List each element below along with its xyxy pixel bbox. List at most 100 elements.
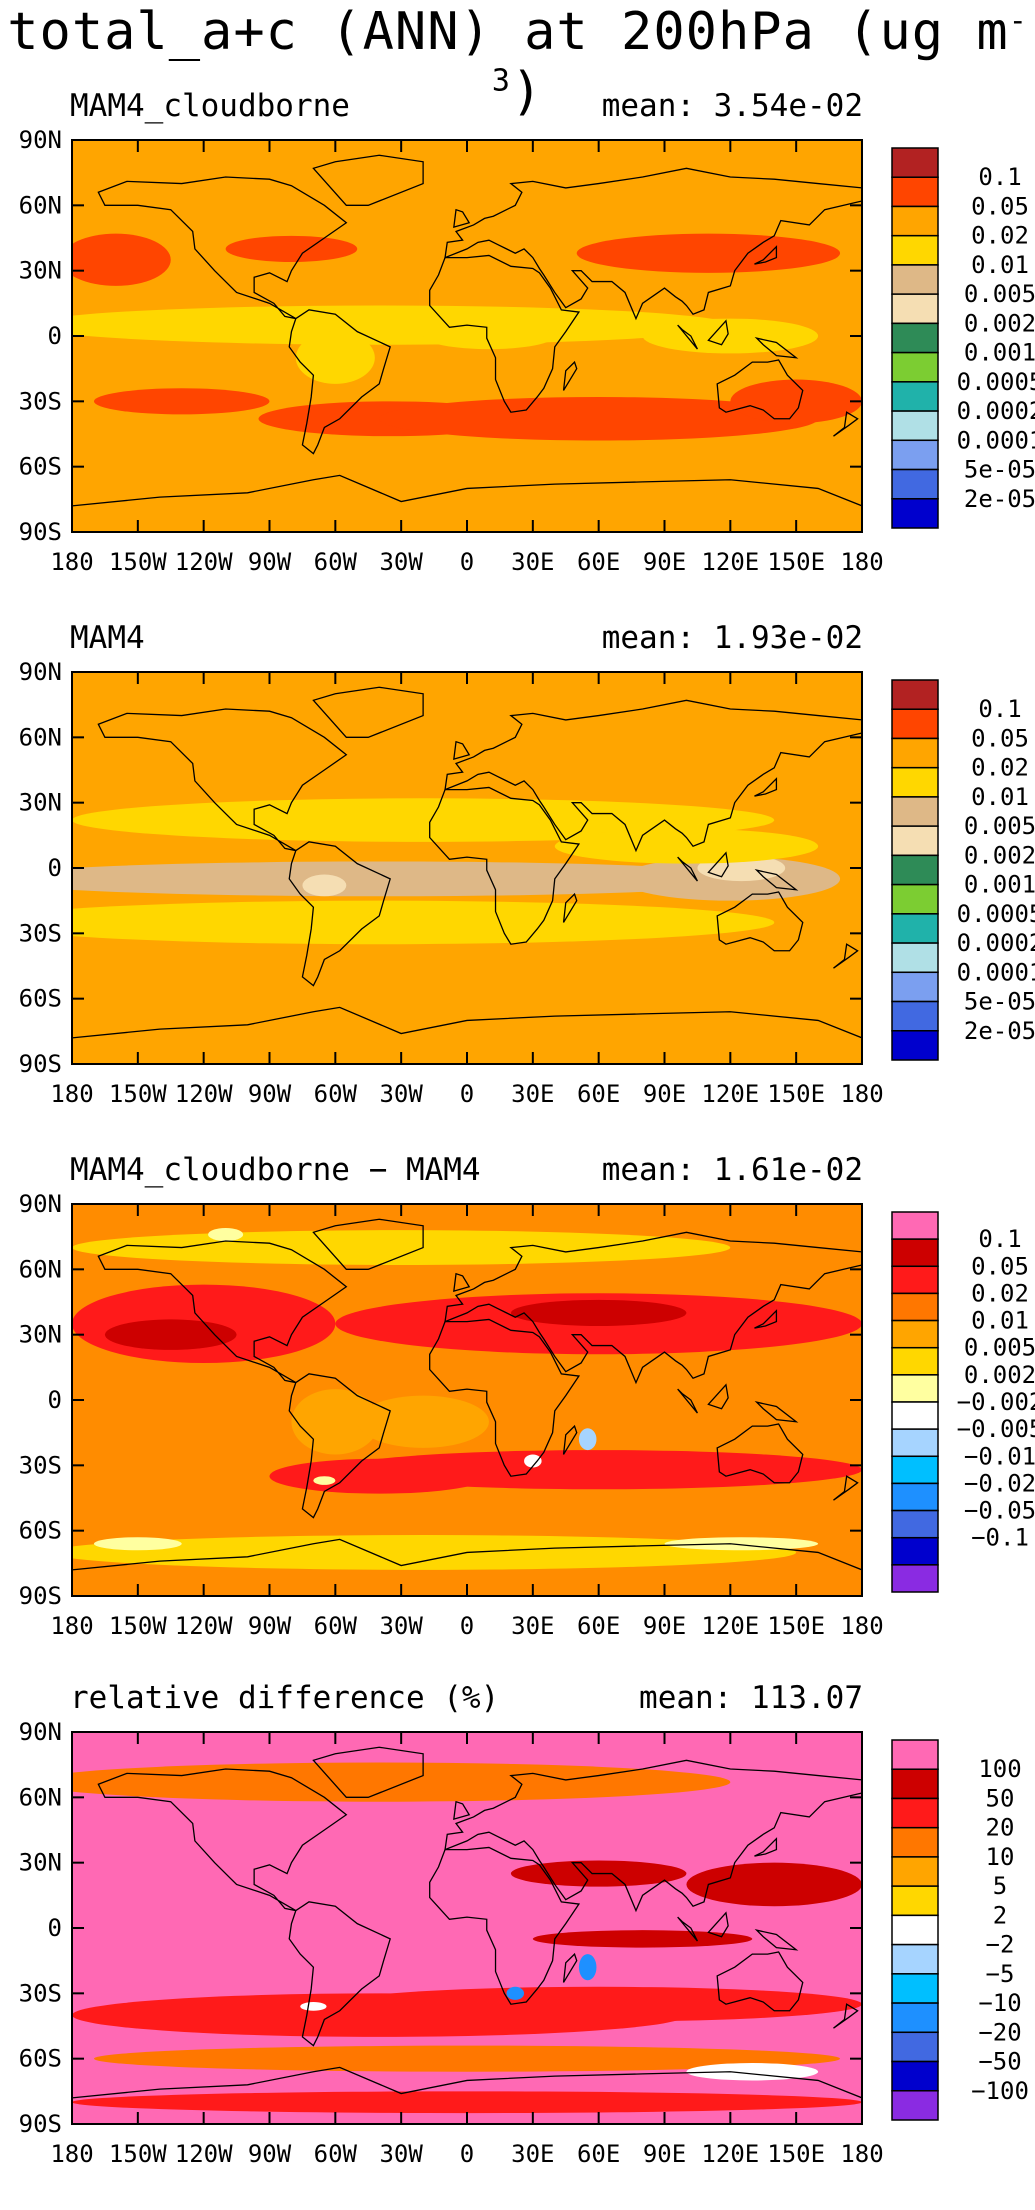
coastline (833, 1475, 859, 1501)
lon-label: 60E (577, 1612, 620, 1640)
colorbar-swatch (891, 234, 939, 266)
colorbar-swatch (891, 1482, 939, 1512)
colorbar-label: −20 (978, 2018, 1021, 2046)
colorbar-label: 20 (986, 1814, 1015, 1842)
lon-label: 30E (511, 1612, 554, 1640)
panel-title: MAM4 (70, 620, 145, 656)
lon-label: 90E (643, 1080, 686, 1108)
colorbar-label: −50 (978, 2048, 1021, 2076)
contour-region (578, 1428, 597, 1451)
contour-region (104, 1319, 237, 1350)
contour-region (72, 861, 775, 897)
colorbar-swatch (891, 708, 939, 740)
lat-label: 90N (19, 658, 62, 686)
colorbar-swatch (891, 766, 939, 798)
lat-label: 0 (48, 1914, 62, 1942)
coastlines (72, 154, 862, 532)
lat-label: 0 (48, 322, 62, 350)
coastline (97, 1240, 348, 1384)
figure-title: total_a+c (ANN) at 200hPa (ug m-3) (0, 2, 1035, 122)
colorbar-swatch (891, 147, 939, 178)
contour-region (524, 1454, 542, 1468)
coastlines (72, 1218, 862, 1596)
lon-label: 90E (643, 2140, 686, 2168)
colorbar-label: 0.0005 (957, 900, 1035, 928)
colorbar-swatch (891, 1536, 939, 1566)
lon-label: 180 (50, 2140, 93, 2168)
lon-label: 180 (50, 1612, 93, 1640)
lon-label: 150E (767, 2140, 825, 2168)
panel-mean: mean: 1.93e-02 (601, 620, 863, 656)
colorbar-swatch (891, 679, 939, 710)
contour-region (72, 1535, 797, 1570)
colorbar-swatch (891, 1319, 939, 1349)
lon-label: 60E (577, 1080, 620, 1108)
contour-region (335, 1293, 862, 1355)
colorbar-swatch (891, 1401, 939, 1430)
lat-label: 60S (19, 1517, 62, 1545)
colorbar-swatch (891, 1768, 939, 1800)
lat-label: 60S (19, 453, 62, 481)
coastline (833, 2003, 859, 2029)
lon-label: 0 (460, 2140, 474, 2168)
lat-label: 0 (48, 1386, 62, 1414)
contour-region (72, 798, 775, 842)
map-frame (71, 1731, 863, 2125)
contour-region (578, 1954, 597, 1981)
lon-label: 120E (701, 1612, 759, 1640)
lon-label: 90E (643, 1612, 686, 1640)
coastline (429, 786, 581, 945)
coastline (444, 1231, 862, 1385)
contour-region (72, 900, 775, 945)
coastline (833, 943, 859, 969)
coastlines (72, 1746, 862, 2124)
figure-title-superscript: -3 (491, 3, 1028, 99)
colorbar-swatch (891, 913, 939, 944)
colorbar-label: −10 (978, 1989, 1021, 2017)
coastline (288, 841, 391, 987)
contour-field (72, 140, 862, 532)
colorbar-swatch (891, 1856, 939, 1887)
colorbar-label: 0.005 (964, 280, 1035, 308)
lat-label: 90S (19, 1582, 62, 1610)
coastline (72, 1006, 862, 1064)
coastline (562, 360, 578, 391)
contour-base (72, 1732, 862, 2124)
lon-label: 90E (643, 548, 686, 576)
lon-label: 120E (701, 548, 759, 576)
colorbar-swatch (891, 1564, 939, 1593)
coastline (97, 176, 348, 320)
colorbar-label: 0.05 (971, 1252, 1029, 1280)
colorbar-swatch (891, 381, 939, 412)
lat-label: 60N (19, 1783, 62, 1811)
coastline (453, 1800, 471, 1821)
colorbar-label: 10 (986, 1843, 1015, 1871)
lon-label: 30W (379, 2140, 423, 2168)
colorbar-swatch (891, 1826, 939, 1858)
colorbar-label: 0.0002 (957, 929, 1035, 957)
coastline (562, 892, 578, 923)
lat-label: 30S (19, 1979, 62, 2007)
contour-field (72, 672, 862, 1064)
contour-region (72, 1762, 731, 1802)
colorbar-swatch (891, 468, 939, 500)
contour-region (554, 828, 819, 864)
colorbar-label: −0.05 (964, 1497, 1035, 1525)
coastline (707, 319, 729, 346)
coastline (754, 1309, 778, 1329)
lon-label: 0 (460, 1612, 474, 1640)
contour-base (72, 1204, 862, 1596)
lat-label: 90N (19, 126, 62, 154)
colorbar-label: 0.01 (971, 251, 1029, 279)
colorbar-swatch (891, 1000, 939, 1032)
colorbar-swatch (891, 942, 939, 974)
lon-label: 180 (840, 2140, 883, 2168)
colorbar-swatch (891, 854, 939, 886)
lon-label: 120W (175, 548, 233, 576)
colorbar-label: 2 (993, 1901, 1007, 1929)
colorbar-swatch (891, 264, 939, 295)
map-panel-relative-difference: relative difference (%) mean: 113.07 90N… (0, 1680, 1035, 2210)
lon-label: 150W (109, 2140, 167, 2168)
